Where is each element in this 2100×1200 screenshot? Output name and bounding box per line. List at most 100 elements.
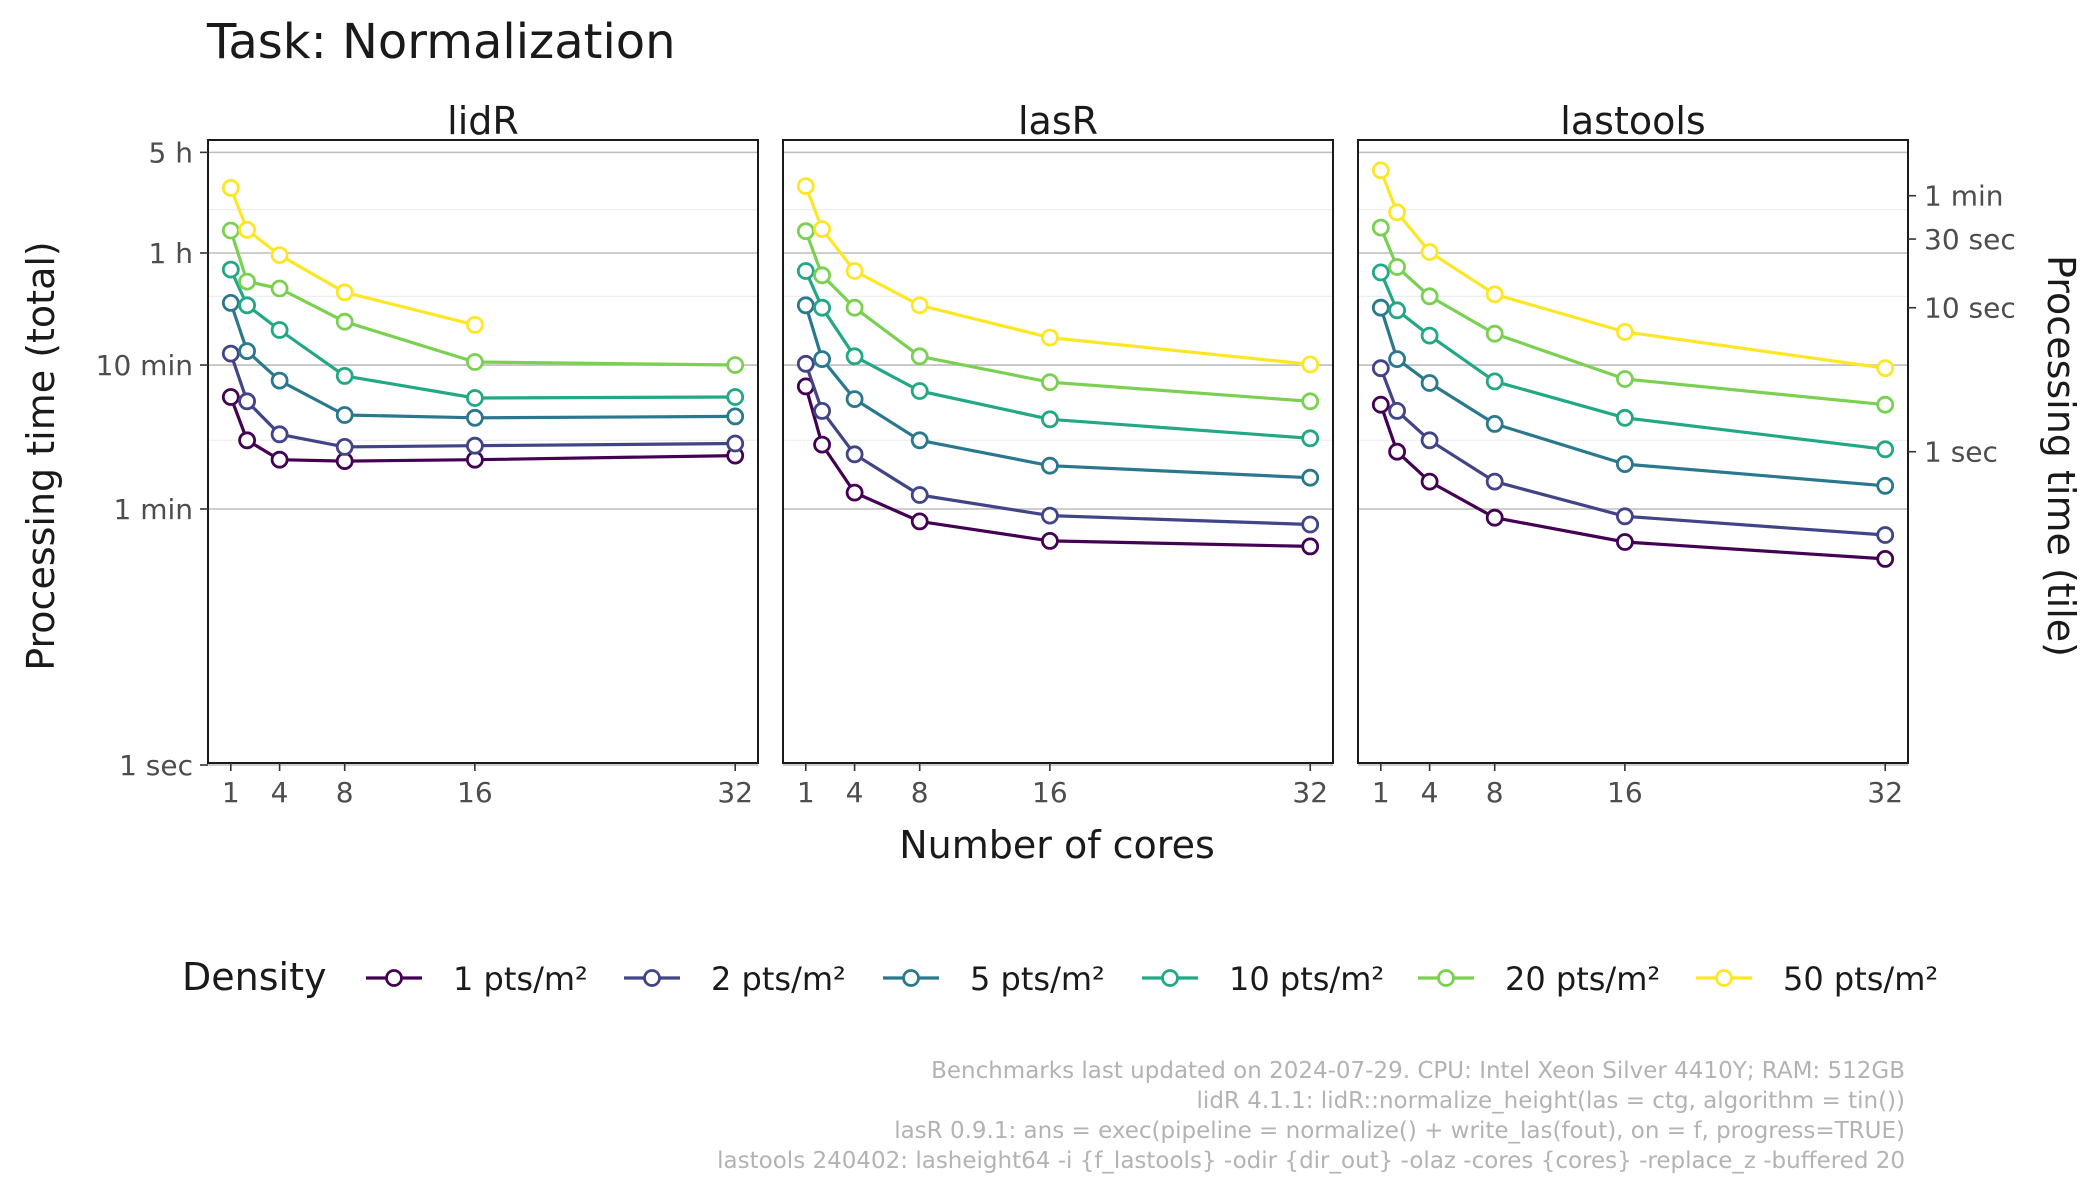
data-point — [221, 388, 240, 406]
data-point — [796, 354, 815, 373]
data-point — [910, 486, 929, 504]
data-point — [845, 298, 864, 317]
data-point — [465, 408, 484, 427]
x-tick-label: 4 — [1421, 776, 1439, 809]
y-tick-label-right: 1 min — [1924, 180, 2004, 213]
data-point — [1301, 429, 1320, 448]
data-point — [910, 296, 929, 315]
data-point — [1041, 410, 1059, 429]
data-point — [270, 450, 289, 469]
y-axes: 5 h 1 h 10 min 1 min 1 sec 1 min 30 sec 10 sec 1… — [96, 136, 2016, 782]
data-point — [1388, 301, 1406, 320]
facet-lastools: lastools 1 4 8 16 32 — [1357, 99, 1909, 809]
data-point — [1485, 414, 1504, 433]
y-tick-label-right: 10 sec — [1924, 292, 2016, 325]
data-point — [1041, 373, 1059, 392]
data-point — [1420, 243, 1439, 261]
data-point — [1301, 468, 1320, 487]
facet-label: lidR — [447, 99, 519, 143]
data-point — [335, 437, 354, 456]
legend-key-point — [1437, 969, 1455, 987]
series-line — [229, 396, 736, 463]
data-point — [1616, 408, 1634, 427]
x-tick-label: 32 — [1292, 776, 1328, 809]
legend-item-label: 50 pts/m² — [1783, 960, 1938, 998]
data-point — [1041, 328, 1059, 347]
data-point — [796, 296, 815, 315]
data-point — [910, 512, 929, 531]
legend-item-label: 10 pts/m² — [1229, 960, 1384, 998]
data-point — [238, 431, 257, 450]
data-point — [270, 371, 289, 390]
legend-item-label: 2 pts/m² — [711, 960, 846, 998]
caption-line: lidR 4.1.1: lidR::normalize_height(las =… — [1197, 1088, 1905, 1114]
legend-item-label: 1 pts/m² — [453, 960, 588, 998]
x-tick-label: 8 — [1486, 776, 1504, 809]
x-tick-label: 1 — [797, 776, 815, 809]
data-point — [238, 272, 257, 291]
data-point — [1371, 395, 1390, 414]
caption-line: lasR 0.9.1: ans = exec(pipeline = normal… — [894, 1118, 1905, 1144]
panel-border — [207, 139, 759, 764]
data-point — [1388, 203, 1406, 222]
data-point — [1485, 324, 1504, 343]
data-point — [238, 296, 257, 315]
data-point — [726, 388, 745, 406]
y-tick-label-left: 1 min — [113, 493, 193, 526]
data-point — [1301, 537, 1320, 556]
caption-line: Benchmarks last updated on 2024-07-29. C… — [931, 1058, 1905, 1084]
series-line — [1379, 271, 1886, 451]
data-point — [1371, 218, 1390, 237]
series-line — [804, 363, 1311, 527]
data-point — [465, 389, 484, 407]
data-point — [726, 434, 745, 453]
chart-title: Task: Normalization — [206, 14, 676, 70]
data-point — [465, 353, 484, 371]
panel-border — [1357, 139, 1909, 764]
series-line — [229, 187, 476, 327]
legend-item-label: 5 pts/m² — [970, 960, 1105, 998]
data-point — [1420, 287, 1439, 306]
data-point — [270, 279, 289, 298]
y-tick-label-right: 30 sec — [1924, 223, 2016, 256]
series-line — [229, 268, 736, 400]
y-tick-label-left: 1 h — [149, 237, 193, 270]
data-point — [1420, 326, 1439, 345]
data-point — [335, 366, 354, 385]
x-tick-label: 8 — [911, 776, 929, 809]
caption-line: lastools 240402: lasheight64 -i {f_lasto… — [717, 1148, 1905, 1174]
data-point — [1616, 533, 1634, 551]
facet-lasR: lasR 1 4 8 16 32 — [782, 99, 1334, 809]
data-point — [238, 392, 257, 411]
caption: Benchmarks last updated on 2024-07-29. C… — [717, 1058, 1905, 1174]
facet-lidR: lidR 1 4 8 16 32 — [207, 99, 759, 809]
data-point — [270, 321, 289, 339]
data-point — [1485, 372, 1504, 391]
data-point — [1420, 374, 1439, 392]
data-point — [1616, 455, 1634, 474]
data-point — [726, 356, 745, 374]
data-point — [221, 178, 240, 197]
data-point — [335, 283, 354, 302]
data-point — [1371, 359, 1390, 378]
series-line — [804, 230, 1311, 403]
data-point — [813, 220, 831, 239]
y-axis-label-left: Processing time (total) — [19, 241, 63, 670]
data-point — [813, 266, 831, 285]
data-point — [1485, 285, 1504, 304]
y-tick-label-left: 1 sec — [119, 749, 193, 782]
data-point — [1388, 401, 1406, 420]
data-point — [813, 298, 831, 317]
data-point — [270, 425, 289, 444]
data-point — [910, 431, 929, 450]
data-point — [221, 260, 240, 279]
data-point — [726, 407, 745, 426]
data-point — [1388, 258, 1406, 276]
data-point — [1485, 472, 1504, 491]
data-point — [845, 390, 864, 409]
series-line — [804, 304, 1311, 480]
legend-key-point — [902, 969, 920, 987]
data-point — [1371, 298, 1390, 317]
legend-title: Density — [182, 955, 326, 999]
